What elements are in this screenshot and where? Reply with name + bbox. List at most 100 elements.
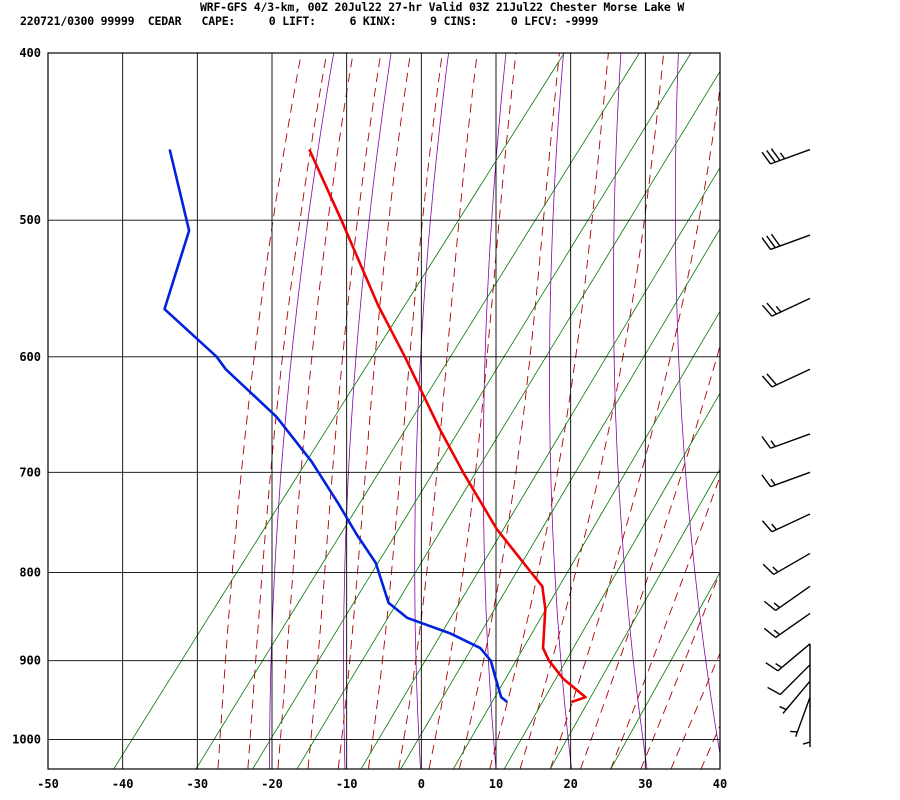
barb-staff [794,696,811,737]
barb-feather [766,373,777,386]
barb-staff [770,471,811,488]
moist-adiabat [277,53,354,769]
chart-title: WRF-GFS 4/3-km, 00Z 20Jul22 27-hr Valid … [200,0,685,14]
moist-adiabat [549,84,720,769]
wind-barb [767,664,811,696]
wind-barb [761,433,811,449]
moist-adiabat [247,53,328,769]
barb-staff [770,234,811,251]
wind-barb [762,552,811,576]
pressure-tick-label: 900 [19,654,41,668]
barb-staff [771,513,811,533]
barb-staff [770,433,811,449]
temperature-tick-label: -30 [186,777,208,791]
moist-adiabat [670,652,720,769]
pressure-tick-label: 700 [19,465,41,479]
barb-half-feather [802,741,811,745]
mixing-ratio-line [549,468,720,769]
barb-staff [771,297,811,317]
dry-adiabat [674,53,720,757]
sounding-stats: 220721/0300 99999 CEDAR CAPE: 0 LIFT: 6 … [20,14,599,28]
barb-half-feather [771,523,777,531]
moist-adiabat [367,53,443,769]
temperature-tick-label: -10 [336,777,358,791]
wind-barb [761,233,811,251]
header: WRF-GFS 4/3-km, 00Z 20Jul22 27-hr Valid … [0,0,900,40]
wind-barbs [761,148,811,748]
barb-half-feather [773,629,781,636]
barb-staff [777,643,811,672]
moist-adiabat [398,53,478,769]
barb-half-feather [770,478,776,486]
mixing-ratio-line [195,53,640,769]
moist-adiabat [700,724,720,769]
temperature-tick-label: -40 [112,777,134,791]
background-lines [113,15,900,784]
barb-feather [761,237,772,250]
mixing-ratio-line [360,166,720,769]
plot-frame [47,52,721,770]
temperature-tick-label: 20 [563,777,577,791]
temperature-profile [308,148,587,704]
moist-adiabat [428,53,517,769]
wind-barb [765,643,811,672]
dry-adiabat [850,15,900,784]
wind-barb [761,368,811,388]
barb-feather [770,148,781,161]
barb-feather [766,149,776,163]
wind-barb [761,471,811,488]
pressure-tick-label: 400 [19,46,41,60]
barb-staff [770,148,811,165]
barb-feather [761,375,773,388]
barb-staff [779,664,811,696]
barb-staff [775,612,811,639]
moist-adiabat [217,53,302,769]
barb-staff [773,552,811,576]
barb-feather [767,686,781,696]
barb-feather [761,304,773,317]
barb-feather [765,662,779,672]
tick-labels: 400 500 600 700 800 900 1000 -50 -40 -30 -20 -10 0 10… [12,46,727,791]
dry-adiabat [269,53,335,769]
mixing-ratio-line [610,571,720,769]
moist-adiabat [458,53,560,769]
pressure-tick-label: 800 [19,565,41,579]
temperature-tick-label: -50 [37,777,59,791]
mixing-ratio-line [400,227,720,769]
temperature-tick-label: 30 [638,777,652,791]
pressure-tick-label: 1000 [12,733,41,747]
moist-adiabat [640,571,720,769]
barb-half-feather [772,566,779,573]
wind-barb [763,612,811,639]
barb-half-feather [770,440,776,447]
wind-barb [761,297,811,317]
barb-half-feather [775,305,782,313]
barb-staff [775,585,811,611]
barb-half-feather [773,602,781,609]
wind-barb [761,148,811,165]
moist-adiabat [580,344,720,769]
grid [47,52,721,769]
barb-half-feather [775,662,783,669]
profiles [163,148,587,704]
barb-half-feather [779,152,786,160]
barb-feather [761,436,772,449]
dewpoint-profile [163,149,509,704]
temperature-tick-label: 10 [489,777,503,791]
barb-half-feather [790,730,798,733]
wind-barb [790,696,811,737]
moist-adiabat [337,53,411,769]
barb-feather [761,474,772,488]
pressure-tick-label: 600 [19,350,41,364]
barb-feather [763,627,777,639]
temperature-tick-label: -20 [261,777,283,791]
dry-adiabat [343,53,392,769]
dry-adiabat [735,15,801,784]
temperature-tick-label: 40 [713,777,727,791]
barb-feather [766,302,777,315]
barb-staff [782,680,811,714]
barb-feather [770,233,781,247]
wind-barb [779,680,811,714]
barb-staff [771,368,811,388]
